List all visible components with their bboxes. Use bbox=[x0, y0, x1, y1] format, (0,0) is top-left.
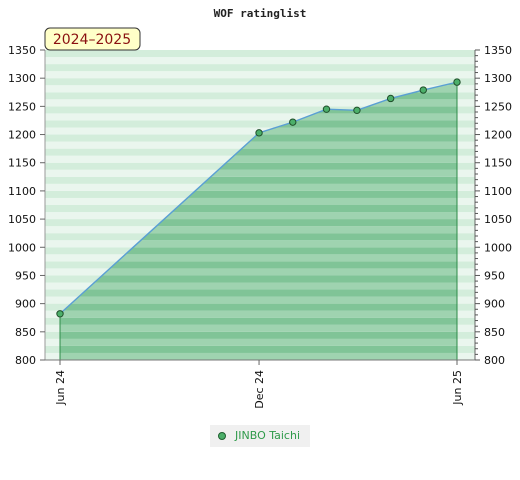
series-line bbox=[59, 81, 458, 315]
y-tick-label-right: 1150 bbox=[484, 157, 512, 170]
area-band bbox=[60, 233, 457, 241]
area-band bbox=[60, 324, 457, 332]
y-tick-label-right: 1350 bbox=[484, 44, 512, 57]
data-point bbox=[255, 129, 263, 137]
data-point bbox=[419, 86, 427, 94]
y-axes: 800 800 850 850 900 900 950 950 1000 1000 1050 1050… bbox=[8, 44, 512, 367]
area-band bbox=[60, 317, 457, 325]
data-point bbox=[322, 105, 331, 113]
area-band bbox=[60, 190, 457, 198]
grid-band bbox=[45, 106, 475, 114]
area-band bbox=[60, 352, 457, 360]
grid-band bbox=[45, 57, 475, 65]
y-tick-label-right: 800 bbox=[484, 354, 505, 367]
area-band bbox=[60, 289, 457, 297]
grid-band bbox=[45, 120, 475, 128]
area-band bbox=[60, 310, 457, 318]
area-band bbox=[60, 303, 457, 311]
area-band bbox=[60, 345, 457, 353]
x-tick-label: Jun 25 bbox=[451, 370, 464, 406]
area-band bbox=[60, 247, 457, 255]
area-band bbox=[60, 155, 457, 163]
data-point bbox=[386, 94, 395, 103]
legend-marker-icon bbox=[218, 432, 226, 440]
area-band bbox=[60, 219, 457, 227]
area-band bbox=[60, 141, 457, 149]
y-tick-label-right: 1250 bbox=[484, 100, 512, 113]
chart-title: WOF ratinglist bbox=[214, 7, 307, 20]
grid-band bbox=[45, 71, 475, 79]
legend: JINBO Taichi bbox=[210, 425, 310, 447]
y-tick-label-left: 1200 bbox=[8, 129, 36, 142]
grid-band bbox=[45, 85, 475, 93]
area-band bbox=[60, 240, 457, 248]
season-badge: 2024–2025 bbox=[44, 27, 141, 51]
area-band bbox=[60, 176, 457, 184]
area-band bbox=[60, 183, 457, 191]
area-band bbox=[60, 205, 457, 213]
y-tick-label-right: 1100 bbox=[484, 185, 512, 198]
x-axis: Jun 24 Dec 24 Jun 25 bbox=[45, 359, 475, 409]
area-band bbox=[60, 268, 457, 276]
area-band bbox=[60, 282, 457, 290]
y-tick-label-right: 1000 bbox=[484, 241, 512, 254]
y-tick-label-left: 1300 bbox=[8, 72, 36, 85]
y-tick-label-left: 1100 bbox=[8, 185, 36, 198]
area-band bbox=[60, 148, 457, 156]
y-tick-label-left: 1050 bbox=[8, 213, 36, 226]
grid-band bbox=[45, 92, 475, 100]
area-band bbox=[60, 254, 457, 262]
area-band bbox=[60, 261, 457, 269]
y-tick-label-left: 1150 bbox=[8, 157, 36, 170]
grid-band bbox=[45, 64, 475, 72]
y-tick-label-right: 850 bbox=[484, 326, 505, 339]
y-tick-label-right: 1300 bbox=[484, 72, 512, 85]
area-band bbox=[60, 331, 457, 339]
y-tick-label-right: 1050 bbox=[484, 213, 512, 226]
data-point bbox=[56, 310, 64, 318]
y-tick-label-left: 900 bbox=[15, 298, 36, 311]
y-tick-label-right: 900 bbox=[484, 298, 505, 311]
area-band bbox=[60, 212, 457, 220]
area-band bbox=[60, 296, 457, 304]
x-tick-label: Dec 24 bbox=[253, 370, 266, 409]
area-band bbox=[60, 275, 457, 283]
season-badge-box bbox=[44, 27, 141, 51]
y-tick-label-left: 1000 bbox=[8, 241, 36, 254]
y-tick-label-left: 1350 bbox=[8, 44, 36, 57]
grid-band bbox=[45, 78, 475, 86]
y-tick-label-right: 950 bbox=[484, 269, 505, 282]
data-point bbox=[289, 118, 297, 126]
y-tick-label-right: 1200 bbox=[484, 129, 512, 142]
area-band bbox=[60, 162, 457, 170]
data-point bbox=[353, 106, 361, 115]
grid-band bbox=[45, 99, 475, 107]
y-tick-label-left: 950 bbox=[15, 269, 36, 282]
grid-band bbox=[45, 113, 475, 121]
area-band bbox=[60, 169, 457, 177]
area-band bbox=[60, 338, 457, 346]
y-tick-label-left: 850 bbox=[15, 326, 36, 339]
grid-band bbox=[45, 50, 475, 58]
area-band bbox=[60, 134, 457, 142]
y-tick-label-left: 800 bbox=[15, 354, 36, 367]
x-tick-label: Jun 24 bbox=[54, 370, 67, 406]
y-tick-label-left: 1250 bbox=[8, 100, 36, 113]
season-label: 2024–2025 bbox=[53, 32, 131, 48]
area-band bbox=[60, 226, 457, 234]
area-band bbox=[60, 197, 457, 205]
legend-label: JINBO Taichi bbox=[235, 429, 300, 442]
data-point bbox=[453, 78, 461, 86]
plot-area bbox=[45, 50, 475, 360]
